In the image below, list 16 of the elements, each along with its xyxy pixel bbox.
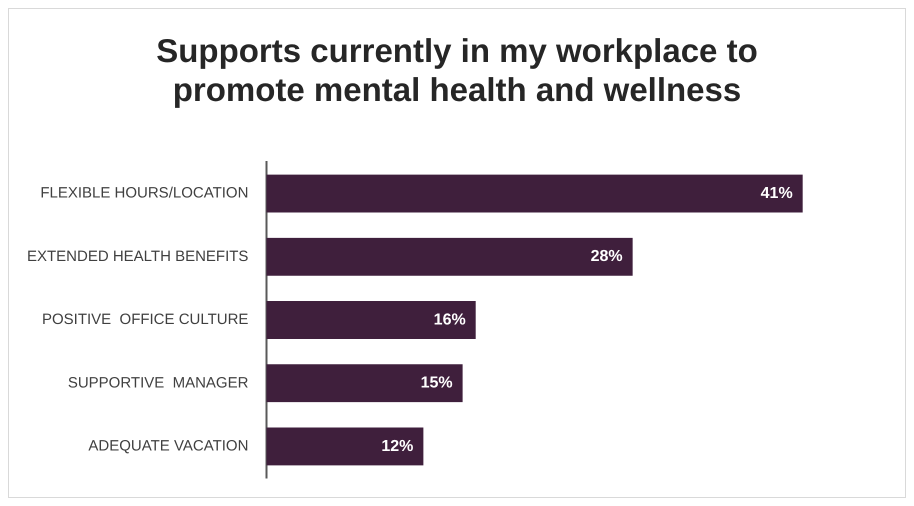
bar xyxy=(266,364,463,402)
bar xyxy=(266,427,424,466)
data-label: 12% xyxy=(381,438,414,455)
y-tick-label: POSITIVE OFFICE CULTURE xyxy=(42,311,248,328)
bar xyxy=(266,238,633,276)
y-tick-label: ADEQUATE VACATION xyxy=(88,438,248,455)
bar xyxy=(266,301,476,339)
data-label: 41% xyxy=(760,185,793,202)
y-tick-label: EXTENDED HEALTH BENEFITS xyxy=(26,248,248,265)
y-tick-label: FLEXIBLE HOURS/LOCATION xyxy=(40,184,248,202)
data-label: 15% xyxy=(420,374,453,392)
chart-title: Supports currently in my workplace to promote mental health and wellness xyxy=(155,31,759,109)
data-label: 16% xyxy=(434,311,466,328)
bar xyxy=(266,174,803,213)
data-label: 28% xyxy=(590,248,623,266)
y-tick-label: SUPPORTIVE MANAGER xyxy=(68,374,249,392)
